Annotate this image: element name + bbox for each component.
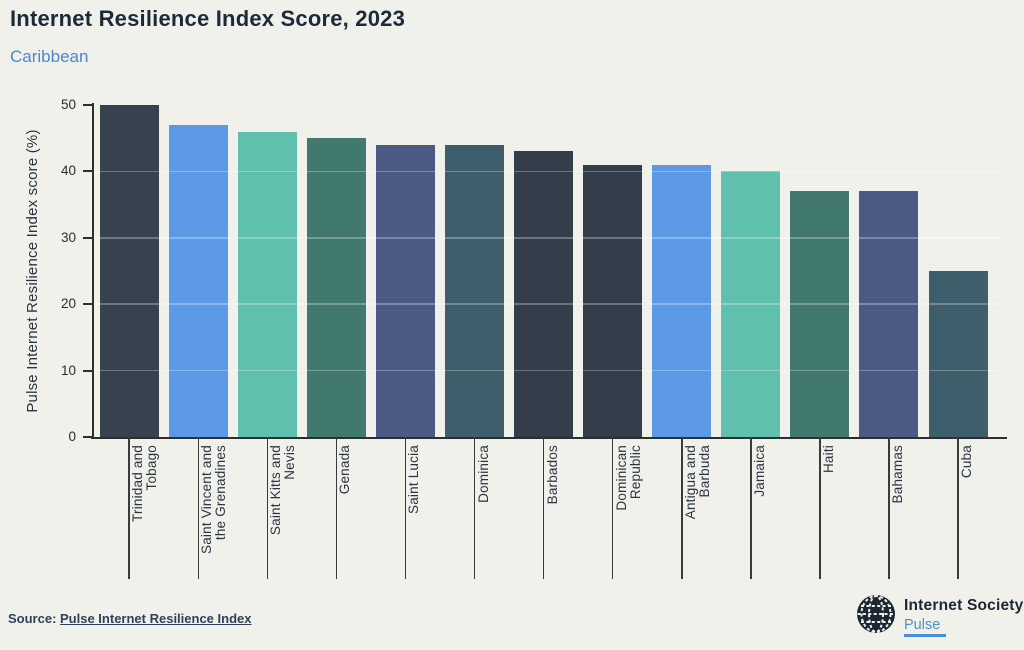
x-axis-label: Saint Kitts and Nevis <box>268 445 298 536</box>
bar[interactable] <box>790 191 850 437</box>
x-axis-label: Saint Vincent and the Grenadines <box>199 445 229 554</box>
bar[interactable] <box>652 164 712 437</box>
x-axis-label: Dominica <box>475 445 491 503</box>
x-axis-label: Barbados <box>544 445 560 505</box>
bar[interactable] <box>445 144 505 437</box>
y-axis-tick <box>83 104 92 106</box>
source-label: Source: <box>8 611 61 626</box>
internet-society-globe-icon <box>857 595 895 633</box>
x-axis-label: Jamaica <box>751 445 767 497</box>
gridline <box>94 237 1004 239</box>
x-axis-label: Bahamas <box>889 445 905 504</box>
bar[interactable] <box>306 138 366 437</box>
x-axis-label: Genada <box>337 445 353 495</box>
x-axis-label: Antigua and Barbuda <box>682 445 712 520</box>
y-axis-line <box>92 103 94 439</box>
x-axis-tick <box>542 437 545 579</box>
y-axis-tick <box>83 236 92 239</box>
gridline <box>94 369 1004 372</box>
bar[interactable] <box>514 151 574 437</box>
bar[interactable] <box>859 191 919 437</box>
chart-title: Internet Resilience Index Score, 2023 <box>10 6 406 31</box>
x-axis-label: Cuba <box>959 445 975 479</box>
logo-pulse-link[interactable]: Pulse <box>904 617 946 638</box>
gridline <box>94 303 1004 305</box>
x-axis-tick <box>957 437 959 579</box>
x-axis-tick <box>266 437 269 579</box>
gridline <box>94 170 1004 173</box>
bar[interactable] <box>583 164 643 437</box>
bar[interactable] <box>99 105 159 437</box>
source-link[interactable]: Pulse Internet Resilience Index <box>60 611 252 626</box>
x-axis-label: Dominican Republic <box>613 445 643 511</box>
y-axis-tick <box>83 436 92 438</box>
x-axis-tick <box>404 437 407 579</box>
y-axis-tick-label: 50 <box>60 97 76 112</box>
x-axis-tick <box>681 437 683 579</box>
x-axis-tick <box>128 437 130 579</box>
y-axis-label: Pulse Internet Resilience Index score (%… <box>24 129 41 413</box>
internet-society-pulse-logo: Internet Society Pulse <box>856 594 1024 638</box>
x-axis-tick <box>473 437 476 579</box>
x-axis-label: Haiti <box>820 445 836 474</box>
y-axis-tick-label: 0 <box>68 429 76 444</box>
y-axis-tick <box>83 369 92 372</box>
chart-subtitle: Caribbean <box>10 47 89 66</box>
y-axis-tick-label: 20 <box>60 296 76 312</box>
x-axis-label: Trinidad and Tobago <box>130 445 160 522</box>
y-axis-tick <box>83 303 92 306</box>
x-axis-tick <box>819 437 821 579</box>
logo-title: Internet Society <box>904 597 1024 614</box>
bar[interactable] <box>928 271 988 437</box>
x-axis-tick <box>611 437 614 579</box>
y-axis-tick-label: 10 <box>60 362 76 378</box>
bar[interactable] <box>721 171 781 437</box>
y-axis-tick-label: 40 <box>60 163 76 179</box>
x-axis-tick <box>750 437 752 579</box>
x-axis-line <box>91 437 1007 439</box>
x-axis-tick <box>335 437 338 579</box>
bar[interactable] <box>375 144 435 437</box>
bar[interactable] <box>237 131 297 437</box>
x-axis-tick <box>197 437 200 579</box>
y-axis-tick <box>83 170 92 173</box>
bar[interactable] <box>168 124 228 437</box>
y-axis-tick-label: 30 <box>60 229 76 245</box>
x-axis-label: Saint Lucia <box>406 445 422 514</box>
x-axis-tick <box>888 437 890 579</box>
source-note: Source: Pulse Internet Resilience Index <box>8 611 251 626</box>
